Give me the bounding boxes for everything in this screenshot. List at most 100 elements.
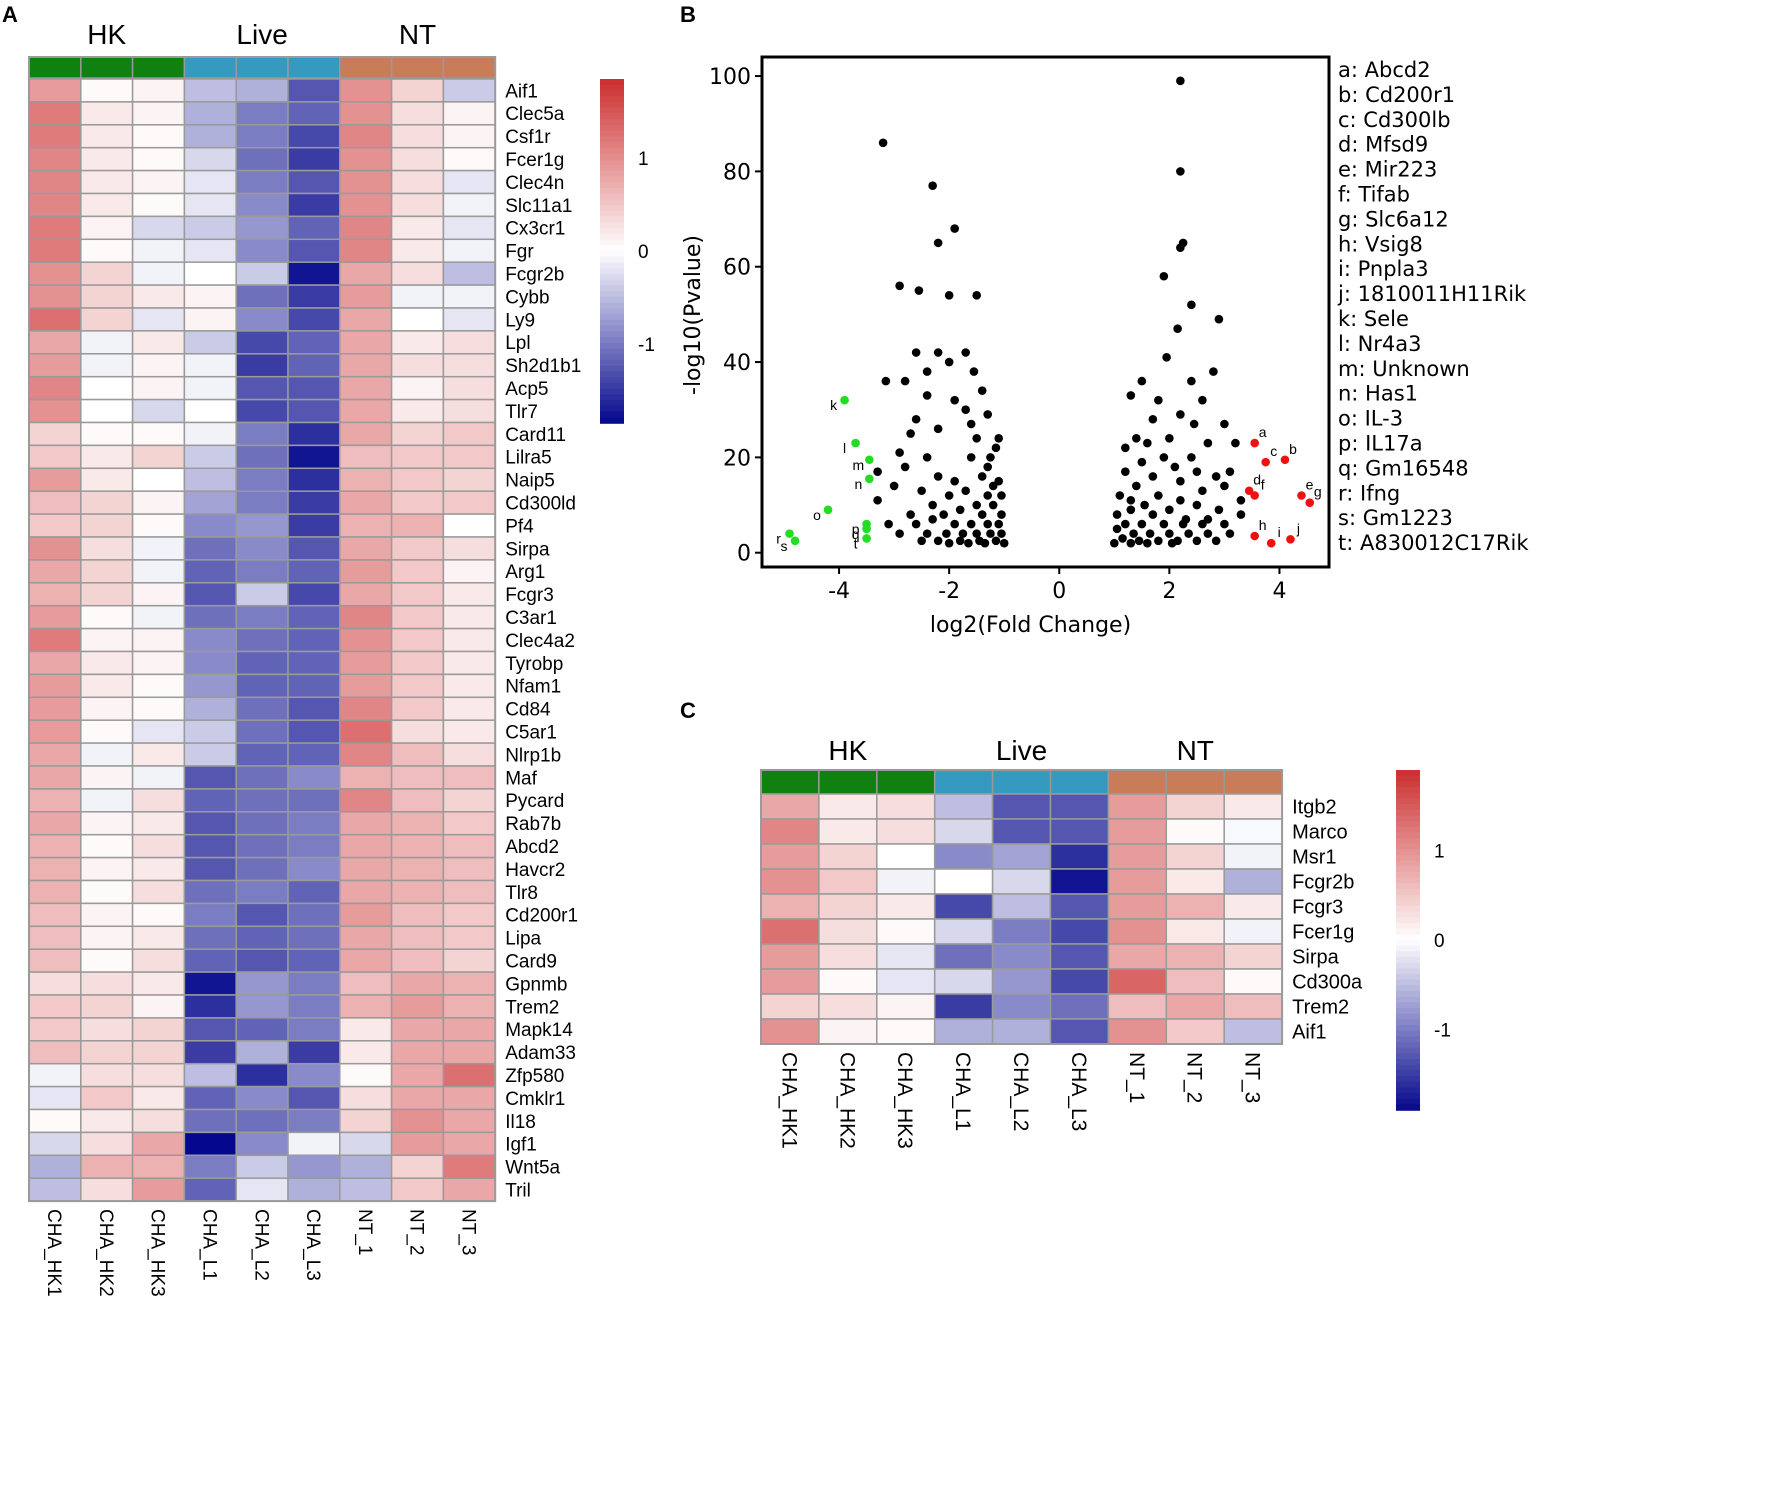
heatmap-cell (390, 192, 445, 218)
heatmap-cell (390, 1085, 445, 1111)
heatmap-cell (442, 673, 496, 699)
heatmap-cell (818, 843, 878, 870)
heatmap-cell (991, 793, 1052, 820)
heatmap-cell (390, 467, 445, 492)
heatmap-cell (28, 101, 82, 126)
x-tick-label: 4 (1272, 579, 1286, 604)
heatmap-cell (442, 627, 496, 653)
legend-entry: m: Unknown (1338, 357, 1470, 381)
heatmap-cell (183, 1131, 237, 1157)
y-axis-label: -log10(Pvalue) (681, 235, 706, 395)
heatmap-cell (28, 879, 82, 905)
gene-label: Tril (505, 1180, 531, 1201)
heatmap-cell (131, 261, 186, 286)
legend-entry: n: Has1 (1338, 382, 1418, 406)
legend-gradient-segment (1396, 996, 1420, 1004)
heatmap-cell (28, 1040, 82, 1065)
gene-label: Il18 (505, 1112, 536, 1133)
gene-label: Aif1 (505, 81, 538, 102)
legend-gradient-segment (600, 337, 624, 344)
heatmap-cell (80, 284, 134, 309)
heatmap-cell (287, 421, 341, 447)
sample-label: CHA_L2 (1009, 1052, 1032, 1131)
gene-label: Rab7b (505, 814, 561, 835)
heatmap-cell (339, 582, 393, 607)
heatmap-cell (442, 421, 496, 447)
heatmap-cell (131, 788, 186, 813)
heatmap-cell (442, 971, 496, 996)
x-axis-label: log2(Fold Change) (930, 613, 1131, 638)
gene-label: Adam33 (505, 1043, 576, 1064)
heatmap-cell (339, 398, 393, 424)
heatmap-cell (339, 925, 393, 950)
data-point (955, 505, 965, 515)
legend-gradient-segment (1396, 787, 1420, 794)
gene-label: Clec4n (505, 173, 564, 194)
heatmap-cell (131, 604, 186, 630)
data-point (1134, 536, 1144, 546)
heatmap-cell (442, 1131, 496, 1157)
heatmap-cell (390, 444, 445, 470)
data-point (1203, 529, 1213, 538)
heatmap-cell (131, 948, 186, 973)
point-label: r (776, 531, 781, 547)
gene-label: Wnt5a (505, 1158, 560, 1179)
heatmap-cell (1223, 968, 1283, 995)
gene-label: Tlr8 (505, 883, 538, 904)
downregulated-point (851, 438, 860, 448)
heatmap-cell (28, 467, 82, 492)
heatmap-cell (442, 856, 496, 882)
heatmap-cell (131, 375, 186, 401)
heatmap-cell (390, 1062, 445, 1088)
heatmap-cell (818, 868, 878, 895)
heatmap-cell (28, 1085, 82, 1111)
data-point (1137, 519, 1147, 529)
gene-label: Maf (505, 768, 537, 789)
heatmap-cell (28, 902, 82, 928)
data-point (950, 476, 959, 486)
legend-gradient-segment (1396, 1008, 1420, 1015)
heatmap-cell (131, 627, 186, 653)
heatmap-cell (183, 330, 237, 355)
heatmap-cell (80, 604, 134, 630)
heatmap-cell (442, 513, 496, 538)
gene-label: Lipa (505, 929, 541, 950)
data-point (999, 538, 1009, 548)
heatmap-cell (339, 169, 393, 195)
heatmap-cell (1223, 993, 1283, 1020)
legend-entry: p: IL17a (1338, 432, 1423, 456)
gene-label: Aif1 (1292, 1022, 1326, 1044)
heatmap-cell (390, 330, 445, 355)
heatmap-cell (80, 833, 134, 859)
legend-gradient-segment (600, 296, 624, 304)
heatmap-cell (442, 536, 496, 561)
data-point (933, 536, 943, 546)
heatmap-cell (80, 1017, 134, 1042)
data-point (1236, 495, 1246, 505)
heatmap-cell (442, 78, 496, 103)
legend-entry: l: Nr4a3 (1338, 332, 1422, 356)
heatmap-cell (339, 604, 393, 630)
heatmap-cell (28, 856, 82, 882)
data-point (895, 281, 904, 291)
gene-label: Sh2d1b1 (505, 356, 581, 377)
color-legend-c: 1 0 -1 (1396, 770, 1451, 1111)
legend-gradient-segment (1396, 1013, 1420, 1021)
heatmap-cell (131, 673, 186, 699)
heatmap-cell (287, 1017, 341, 1042)
heatmap-cell (442, 948, 496, 973)
heatmap-cell (183, 742, 237, 767)
data-point (1126, 495, 1136, 505)
data-point (928, 181, 937, 190)
data-point (1154, 536, 1163, 546)
heatmap-cell (131, 353, 186, 378)
legend-gradient-segment (600, 107, 624, 115)
heatmap-cell (28, 78, 82, 103)
group-bar-cell (339, 56, 393, 79)
data-point (997, 491, 1006, 500)
group-label: HK (87, 19, 126, 50)
heatmap-cell (1049, 893, 1110, 920)
data-point (1176, 476, 1185, 486)
heatmap-a: HK Live NT Aif1Clec5aCsf1rFcer1gClec4nSlc11… (28, 19, 581, 1297)
heatmap-cell (876, 868, 936, 895)
